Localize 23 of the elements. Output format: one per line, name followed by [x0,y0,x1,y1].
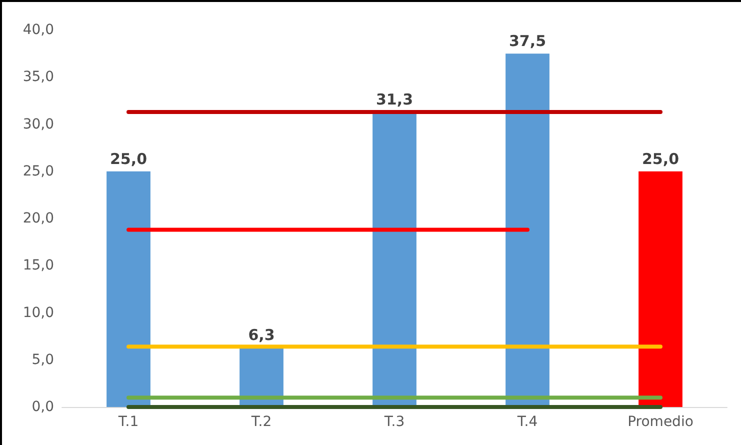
y-tick-label: 5,0 [32,352,54,368]
y-tick-label: 35,0 [22,69,54,86]
data-label: 31,3 [376,90,414,108]
y-tick-label: 20,0 [22,210,54,226]
data-label: 6,3 [248,326,275,344]
data-label: 25,0 [642,150,680,168]
data-label: 37,5 [508,32,546,50]
y-tick-label: 10,0 [22,304,54,321]
bar [638,171,682,407]
x-tick-label: T.2 [250,414,272,430]
y-tick-label: 15,0 [22,258,54,274]
bar [506,54,550,407]
data-label: 25,0 [110,150,148,168]
y-tick-label: 30,0 [22,116,54,132]
x-tick-label: T.3 [383,414,405,430]
x-tick-label: T.1 [117,414,139,430]
bar [372,112,416,407]
bar [106,171,150,407]
y-tick-label: 25,0 [22,163,54,180]
y-tick-label: 0,0 [32,399,54,415]
x-tick-label: T.4 [516,414,538,430]
y-tick-label: 40,0 [22,22,54,38]
x-tick-label: Promedio [628,414,694,430]
